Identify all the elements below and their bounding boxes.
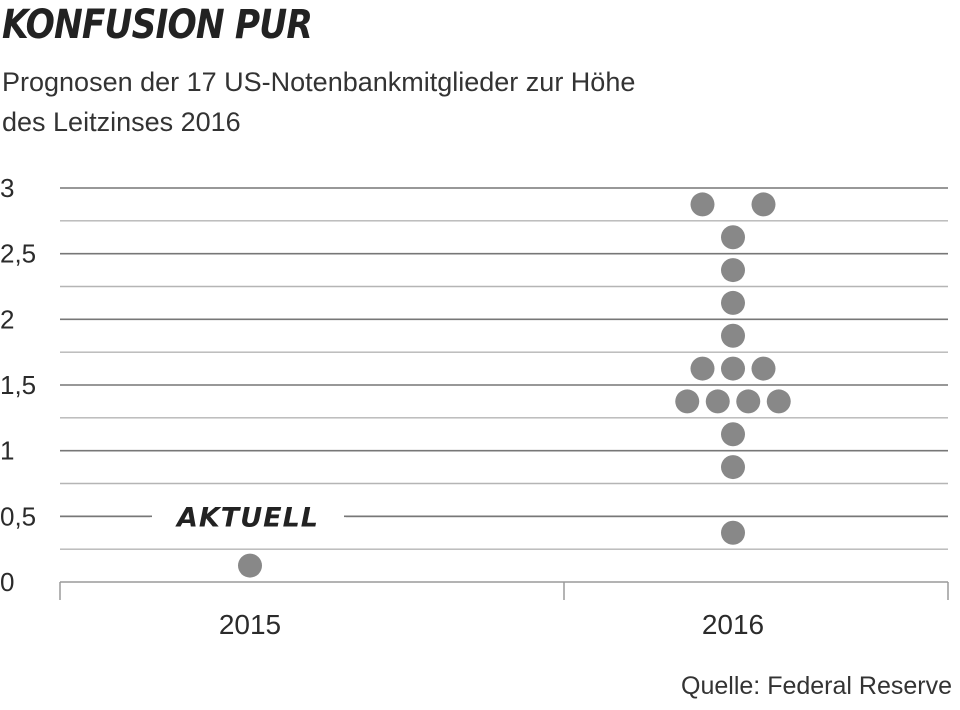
data-point — [721, 520, 745, 545]
data-points — [238, 192, 791, 578]
y-tick-label: 3 — [0, 173, 14, 203]
data-point — [736, 389, 761, 414]
x-tick-label: 2015 — [219, 609, 281, 640]
y-tick-label: 0 — [0, 567, 14, 597]
data-point — [751, 356, 776, 381]
y-tick-label: 1,5 — [0, 370, 36, 400]
data-point — [705, 389, 730, 414]
data-point — [751, 192, 776, 217]
subtitle-line-2: des Leitzinses 2016 — [2, 107, 241, 137]
subtitle-line-1: Prognosen der 17 US-Notenbankmitglieder … — [2, 67, 636, 97]
gridlines — [60, 187, 948, 550]
data-point — [675, 389, 700, 414]
y-tick-label: 0,5 — [0, 501, 36, 531]
data-point — [690, 192, 715, 217]
chart-title: KONFUSION PUR — [2, 2, 313, 48]
chart-subtitle: Prognosen der 17 US-Notenbankmitglieder … — [2, 62, 902, 142]
data-point — [690, 356, 715, 381]
data-point — [766, 389, 791, 414]
data-point — [721, 422, 745, 447]
annotation-gap — [152, 513, 344, 520]
source-note: Quelle: Federal Reserve — [681, 672, 952, 700]
y-tick-label: 1 — [0, 436, 14, 466]
x-axis: 2015 2016 — [59, 581, 949, 640]
data-point — [721, 455, 745, 480]
y-tick-label: 2 — [0, 304, 14, 334]
data-point — [238, 553, 262, 578]
x-tick-label: 2016 — [702, 609, 764, 640]
annotation-label: AKTUELL — [175, 502, 319, 533]
data-point — [721, 323, 745, 348]
data-point — [721, 290, 745, 315]
y-axis-tick-labels: 0 0,5 1 1,5 2 2,5 3 — [0, 173, 36, 597]
aktuell-annotation: AKTUELL — [60, 502, 948, 533]
data-point — [721, 258, 745, 283]
data-point — [721, 225, 745, 250]
data-point — [721, 356, 745, 381]
y-tick-label: 2,5 — [0, 239, 36, 269]
